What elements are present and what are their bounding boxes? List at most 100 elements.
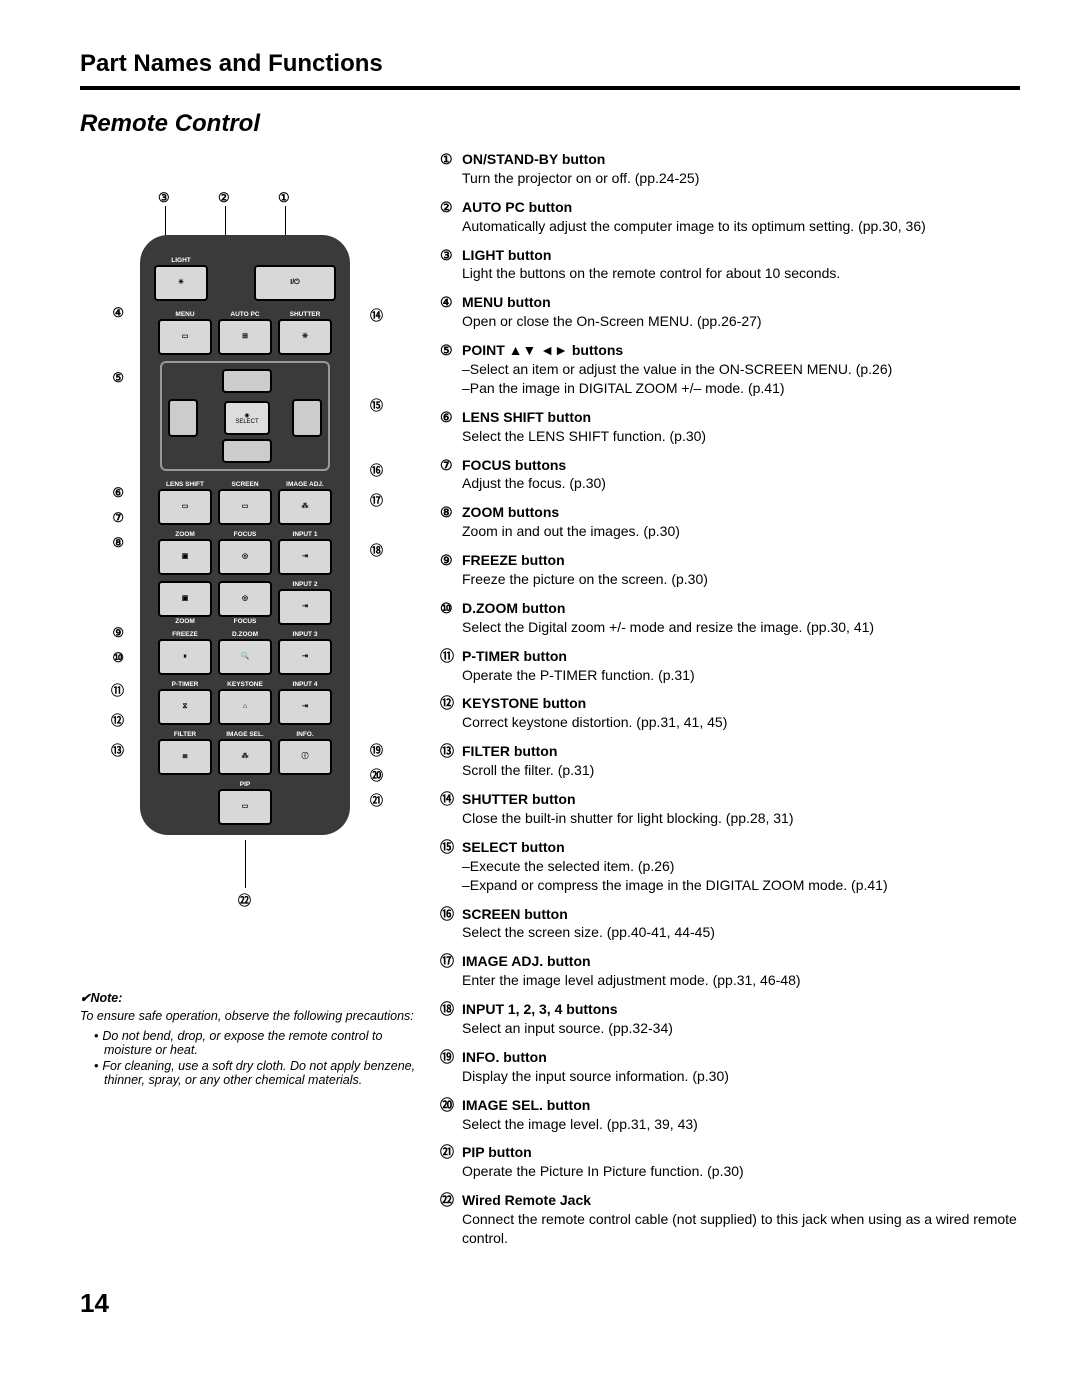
filter-button[interactable]: ≣ <box>158 739 212 775</box>
shutter-button[interactable]: ❊ <box>278 319 332 355</box>
menu-button[interactable]: ▭ <box>158 319 212 355</box>
button-description-item: ⑰IMAGE ADJ. buttonEnter the image level … <box>440 952 1020 990</box>
button-description-item: ④MENU buttonOpen or close the On-Screen … <box>440 293 1020 331</box>
item-heading: ⑦FOCUS buttons <box>440 456 1020 475</box>
callout-18: ⑱ <box>370 540 394 559</box>
item-heading: ⑭SHUTTER button <box>440 790 1020 809</box>
input4-button[interactable]: ⇥ <box>278 689 332 725</box>
light-button[interactable]: ☀ <box>154 265 208 301</box>
label-input3: INPUT 3 <box>293 631 318 638</box>
label-autopc: AUTO PC <box>230 311 259 318</box>
input3-button[interactable]: ⇥ <box>278 639 332 675</box>
zoom-down-button[interactable]: ▣ <box>158 581 212 617</box>
ptimer-button[interactable]: ⧖ <box>158 689 212 725</box>
page-number: 14 <box>80 1288 1020 1319</box>
item-description: Adjust the focus. (p.30) <box>440 474 1020 493</box>
left-column: ③ ② ① LIGHT☀ xI/⏻ MENU▭ AUTO PC⊞ <box>80 150 420 1258</box>
item-heading: ⑲INFO. button <box>440 1048 1020 1067</box>
label-screen: SCREEN <box>231 481 258 488</box>
keystone-button[interactable]: ⌂ <box>218 689 272 725</box>
callout-5: ⑤ <box>100 370 124 386</box>
label-freeze: FREEZE <box>172 631 198 638</box>
input1-button[interactable]: ⇥ <box>278 539 332 575</box>
remote-diagram: ③ ② ① LIGHT☀ xI/⏻ MENU▭ AUTO PC⊞ <box>80 150 420 970</box>
point-right-button[interactable] <box>292 399 322 437</box>
note-bullets: Do not bend, drop, or expose the remote … <box>80 1029 420 1087</box>
callout-20: ⑳ <box>370 765 394 784</box>
item-description: Close the built-in shutter for light blo… <box>440 809 1020 828</box>
callout-6: ⑥ <box>100 485 124 501</box>
item-heading: ㉑PIP button <box>440 1143 1020 1162</box>
button-description-item: ⑳IMAGE SEL. buttonSelect the image level… <box>440 1096 1020 1134</box>
item-description: Turn the projector on or off. (pp.24-25) <box>440 169 1020 188</box>
callout-12: ⑫ <box>100 710 124 729</box>
zoom-up-button[interactable]: ▣ <box>158 539 212 575</box>
callout-7: ⑦ <box>100 510 124 526</box>
callout-13: ⑬ <box>100 740 124 759</box>
button-description-item: ③LIGHT buttonLight the buttons on the re… <box>440 246 1020 284</box>
button-description-item: ⑮SELECT button–Execute the selected item… <box>440 838 1020 895</box>
item-heading: ⑧ZOOM buttons <box>440 503 1020 522</box>
item-description: Zoom in and out the images. (p.30) <box>440 522 1020 541</box>
focus-down-button[interactable]: ◎ <box>218 581 272 617</box>
label-info: INFO. <box>296 731 313 738</box>
callout-16: ⑯ <box>370 460 394 479</box>
imageadj-button[interactable]: ⁂ <box>278 489 332 525</box>
focus-up-button[interactable]: ◎ <box>218 539 272 575</box>
point-up-button[interactable] <box>222 369 272 393</box>
item-heading: ①ON/STAND-BY button <box>440 150 1020 169</box>
point-down-button[interactable] <box>222 439 272 463</box>
button-description-item: ⑧ZOOM buttonsZoom in and out the images.… <box>440 503 1020 541</box>
lensshift-button[interactable]: ▭ <box>158 489 212 525</box>
item-description: Select the screen size. (pp.40-41, 44-45… <box>440 923 1020 942</box>
item-description: Freeze the picture on the screen. (p.30) <box>440 570 1020 589</box>
item-description: Open or close the On-Screen MENU. (pp.26… <box>440 312 1020 331</box>
label-keystone: KEYSTONE <box>227 681 263 688</box>
callout-11: ⑪ <box>100 680 124 699</box>
callout-2: ② <box>218 190 230 206</box>
callout-4: ④ <box>100 305 124 321</box>
button-description-item: ㉒Wired Remote JackConnect the remote con… <box>440 1191 1020 1248</box>
screen-button[interactable]: ▭ <box>218 489 272 525</box>
callout-15: ⑮ <box>370 395 394 414</box>
select-button[interactable]: ◉SELECT <box>224 401 270 435</box>
item-heading: ⑱INPUT 1, 2, 3, 4 buttons <box>440 1000 1020 1019</box>
item-description: Select the image level. (pp.31, 39, 43) <box>440 1115 1020 1134</box>
button-description-item: ⑬FILTER button Scroll the filter. (p.31) <box>440 742 1020 780</box>
item-heading: ⑬FILTER button <box>440 742 1020 761</box>
item-description: Select the Digital zoom +/- mode and res… <box>440 618 1020 637</box>
pip-button[interactable]: ▭ <box>218 789 272 825</box>
power-button[interactable]: I/⏻ <box>254 265 336 301</box>
autopc-button[interactable]: ⊞ <box>218 319 272 355</box>
label-imagesel: IMAGE SEL. <box>226 731 264 738</box>
callout-19: ⑲ <box>370 740 394 759</box>
right-column: ①ON/STAND-BY buttonTurn the projector on… <box>440 150 1020 1258</box>
input2-button[interactable]: ⇥ <box>278 589 332 625</box>
point-left-button[interactable] <box>168 399 198 437</box>
label-dzoom: D.ZOOM <box>232 631 258 638</box>
item-description: –Execute the selected item. (p.26)–Expan… <box>440 857 1020 895</box>
label-zoom-up: ZOOM <box>175 531 195 538</box>
label-pip: PIP <box>240 781 250 788</box>
section-header: Part Names and Functions <box>80 50 1020 86</box>
item-heading: ⑰IMAGE ADJ. button <box>440 952 1020 971</box>
imagesel-button[interactable]: ⁂ <box>218 739 272 775</box>
header-rule <box>80 86 1020 90</box>
item-heading: ⑮SELECT button <box>440 838 1020 857</box>
freeze-button[interactable]: ⏸ <box>158 639 212 675</box>
info-button[interactable]: ⓘ <box>278 739 332 775</box>
dzoom-button[interactable]: 🔍 <box>218 639 272 675</box>
button-description-item: ②AUTO PC buttonAutomatically adjust the … <box>440 198 1020 236</box>
button-description-item: ⑱INPUT 1, 2, 3, 4 buttonsSelect an input… <box>440 1000 1020 1038</box>
subsection-title: Remote Control <box>80 110 1020 138</box>
button-description-item: ⑦FOCUS buttonsAdjust the focus. (p.30) <box>440 456 1020 494</box>
button-description-item: ⑤POINT ▲▼ ◄► buttons–Select an item or a… <box>440 341 1020 398</box>
item-heading: ⑥LENS SHIFT button <box>440 408 1020 427</box>
item-heading: ⑪P-TIMER button <box>440 647 1020 666</box>
label-menu: MENU <box>175 311 194 318</box>
callout-9: ⑨ <box>100 625 124 641</box>
button-description-item: ㉑PIP buttonOperate the Picture In Pictur… <box>440 1143 1020 1181</box>
nav-pad: ◉SELECT <box>160 361 330 471</box>
item-heading: ⑫KEYSTONE button <box>440 694 1020 713</box>
button-description-item: ⑨FREEZE buttonFreeze the picture on the … <box>440 551 1020 589</box>
